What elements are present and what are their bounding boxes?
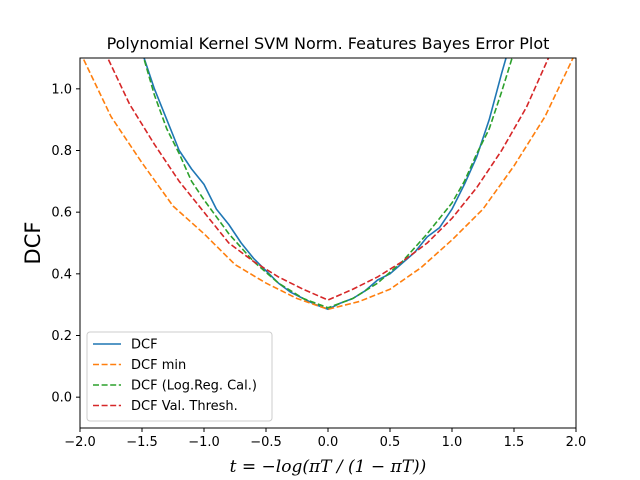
y-tick-label: 0.8 xyxy=(51,144,72,159)
y-tick-label: 0.0 xyxy=(51,391,72,406)
x-tick-label: 2.0 xyxy=(566,435,587,450)
x-tick-label: −1.5 xyxy=(126,435,158,450)
series-line-3 xyxy=(106,58,550,301)
legend: DCF DCF min DCF (Log.Reg. Cal.) DCF Val. Th… xyxy=(86,331,273,422)
y-tick-label: 1.0 xyxy=(51,82,72,97)
y-tick-label: 0.2 xyxy=(51,329,72,344)
x-tick-label: −1.0 xyxy=(188,435,220,450)
x-tick-label: −2.0 xyxy=(64,435,96,450)
legend-label: DCF xyxy=(131,338,158,353)
legend-label: DCF min xyxy=(131,358,186,373)
x-tick-label: 1.0 xyxy=(442,435,463,450)
x-tick-label: 0.0 xyxy=(318,435,339,450)
x-tick-label: 1.5 xyxy=(504,435,525,450)
y-axis-label: DCF xyxy=(21,222,45,265)
legend-label: DCF Val. Thresh. xyxy=(131,399,238,414)
y-tick-label: 0.6 xyxy=(51,206,72,221)
x-tick-label: −0.5 xyxy=(250,435,282,450)
series-line-2 xyxy=(142,58,513,309)
x-axis-label-text: t = −log(πT / (1 − πT)) xyxy=(230,457,427,477)
y-axis: 0.0 0.2 0.4 0.6 0.8 1.0 xyxy=(51,82,80,406)
legend-box xyxy=(86,331,273,422)
series-layer xyxy=(82,58,574,311)
x-axis: −2.0 −1.5 −1.0 −0.5 0.0 0.5 1.0 1.5 2.0 xyxy=(64,428,586,450)
y-tick-label: 0.4 xyxy=(51,267,72,282)
x-tick-label: 0.5 xyxy=(380,435,401,450)
chart-title: Polynomial Kernel SVM Norm. Features Bay… xyxy=(107,34,550,53)
series-line-0 xyxy=(143,58,507,311)
legend-label: DCF (Log.Reg. Cal.) xyxy=(131,379,257,394)
x-axis-label: t = −log(πT / (1 − πT)) xyxy=(230,457,427,477)
